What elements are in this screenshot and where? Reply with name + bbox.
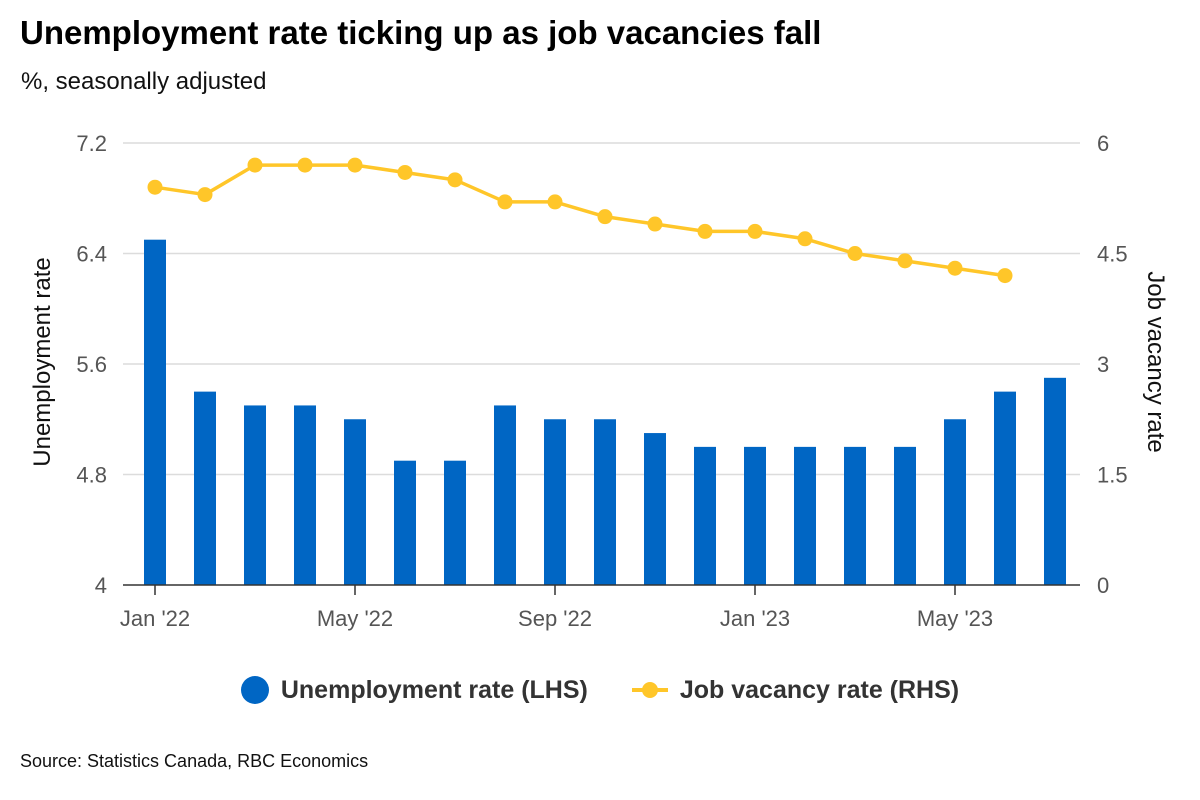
x-tick-label: Jan '22 — [120, 606, 190, 631]
vacancy-line — [154, 163, 1006, 278]
left-tick-label: 5.6 — [76, 352, 107, 377]
left-axis-title: Unemployment rate — [29, 257, 56, 466]
x-tick-label: May '23 — [917, 606, 993, 631]
vacancy-point — [697, 223, 713, 239]
chart-subtitle: %, seasonally adjusted — [21, 68, 267, 95]
vacancy-point — [897, 253, 913, 269]
left-tick-label: 6.4 — [76, 242, 107, 267]
right-axis-title: Job vacancy rate — [1142, 271, 1169, 452]
bar — [344, 419, 366, 585]
vacancy-point — [147, 179, 163, 195]
chart-title: Unemployment rate ticking up as job vaca… — [20, 14, 822, 51]
right-tick-label: 6 — [1097, 131, 1109, 156]
right-tick-label: 4.5 — [1097, 242, 1128, 267]
bar — [594, 419, 616, 585]
left-tick-label: 4 — [95, 573, 107, 598]
legend-bar-swatch — [240, 676, 269, 704]
vacancy-point — [797, 231, 813, 247]
vacancy-point — [447, 172, 463, 188]
vacancy-point — [597, 209, 613, 225]
vacancy-point — [547, 194, 563, 210]
vacancy-point — [197, 187, 213, 203]
vacancy-point — [947, 260, 963, 276]
right-tick-label: 3 — [1097, 352, 1109, 377]
bar — [994, 391, 1016, 585]
bar — [894, 446, 916, 585]
bar — [244, 405, 266, 585]
x-tick-label: Jan '23 — [720, 606, 790, 631]
bar — [1044, 377, 1066, 585]
vacancy-point — [997, 268, 1013, 284]
legend-item-unemployment: Unemployment rate (LHS) — [240, 675, 588, 705]
vacancy-point — [747, 223, 763, 239]
bar — [394, 460, 416, 585]
axes — [123, 584, 1080, 595]
bar — [694, 446, 716, 585]
x-tick-label: May '22 — [317, 606, 393, 631]
source-note: Source: Statistics Canada, RBC Economics — [20, 751, 369, 771]
legend-label-vacancy: Job vacancy rate (RHS) — [679, 675, 960, 704]
legend-label-unemployment: Unemployment rate (LHS) — [280, 675, 588, 704]
bar — [444, 460, 466, 585]
tick-labels: 4 4.8 5.6 6.4 7.2 0 1.5 3 4.5 6 Jan '22 May '22 Sep … — [76, 131, 1127, 631]
bar — [144, 239, 166, 585]
legend-item-vacancy: Job vacancy rate (RHS) — [631, 675, 960, 705]
bar — [494, 405, 516, 585]
right-tick-label: 1.5 — [1097, 463, 1128, 488]
legend-line-swatch — [631, 676, 668, 704]
bar — [744, 446, 766, 585]
chart-area: 4 4.8 5.6 6.4 7.2 0 1.5 3 4.5 6 Jan '22 May '22 Sep … — [29, 131, 1169, 631]
bar — [544, 419, 566, 585]
bar — [794, 446, 816, 585]
vacancy-point — [297, 157, 313, 173]
right-tick-label: 0 — [1097, 573, 1109, 598]
vacancy-point — [347, 157, 363, 173]
vacancy-point — [647, 216, 663, 232]
bar — [194, 391, 216, 585]
legend: Unemployment rate (LHS) Job vacancy rate… — [0, 668, 1200, 712]
vacancy-point — [247, 157, 263, 173]
bar — [944, 419, 966, 585]
vacancy-point — [397, 164, 413, 180]
left-tick-label: 7.2 — [76, 131, 107, 156]
bar — [844, 446, 866, 585]
vacancy-point — [847, 246, 863, 261]
line-series — [147, 157, 1013, 284]
bar-series — [144, 239, 1066, 585]
x-tick-label: Sep '22 — [518, 606, 592, 631]
left-tick-label: 4.8 — [76, 463, 107, 488]
vacancy-point — [497, 194, 513, 210]
bar — [294, 405, 316, 585]
bar — [644, 433, 666, 585]
